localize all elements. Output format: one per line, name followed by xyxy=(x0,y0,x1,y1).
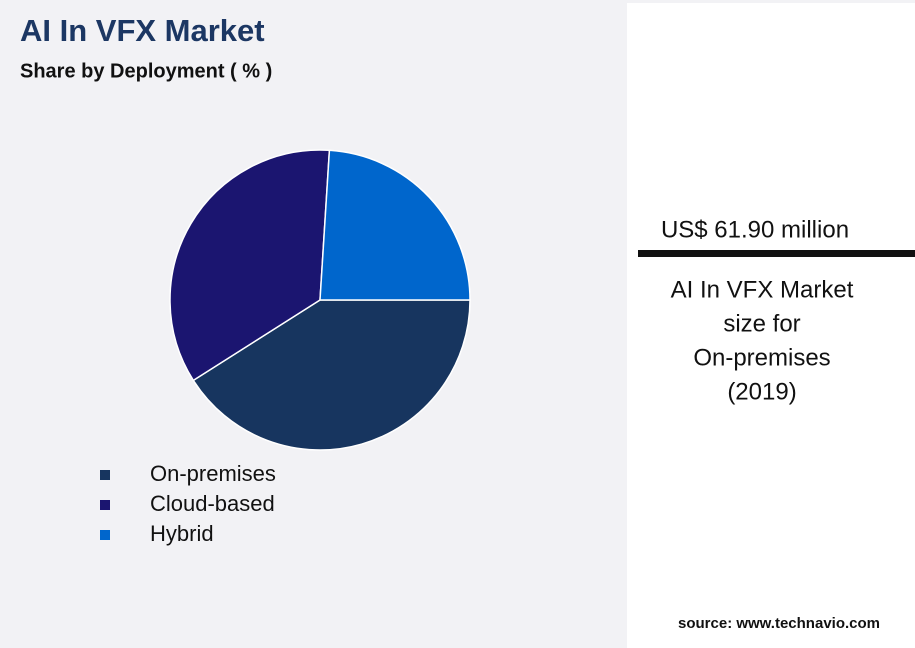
pie-slice xyxy=(169,149,331,382)
pie-slice xyxy=(319,149,471,301)
legend-label: On-premises xyxy=(150,461,276,486)
legend-marker xyxy=(100,530,110,540)
callout-line: size for xyxy=(723,310,800,337)
legend: On-premises Cloud-based Hybrid xyxy=(100,461,276,546)
legend-label: Cloud-based xyxy=(150,491,275,516)
legend-label: Hybrid xyxy=(150,521,214,546)
chart-title: AI In VFX Market xyxy=(20,13,265,48)
callout-line: (2019) xyxy=(727,378,796,405)
legend-marker xyxy=(100,470,110,480)
chart-subtitle: Share by Deployment ( % ) xyxy=(20,60,272,82)
legend-marker xyxy=(100,500,110,510)
callout-panel xyxy=(627,3,915,648)
callout-line: AI In VFX Market xyxy=(671,276,854,303)
callout-value: US$ 61.90 million xyxy=(661,216,849,243)
pie-slice xyxy=(192,299,471,451)
callout-rule xyxy=(638,250,915,257)
source: source: www.technavio.com xyxy=(678,615,880,632)
pie xyxy=(169,149,471,451)
callout-text: AI In VFX Market size for On-premises (2019… xyxy=(671,276,854,405)
callout-line: On-premises xyxy=(693,344,830,371)
